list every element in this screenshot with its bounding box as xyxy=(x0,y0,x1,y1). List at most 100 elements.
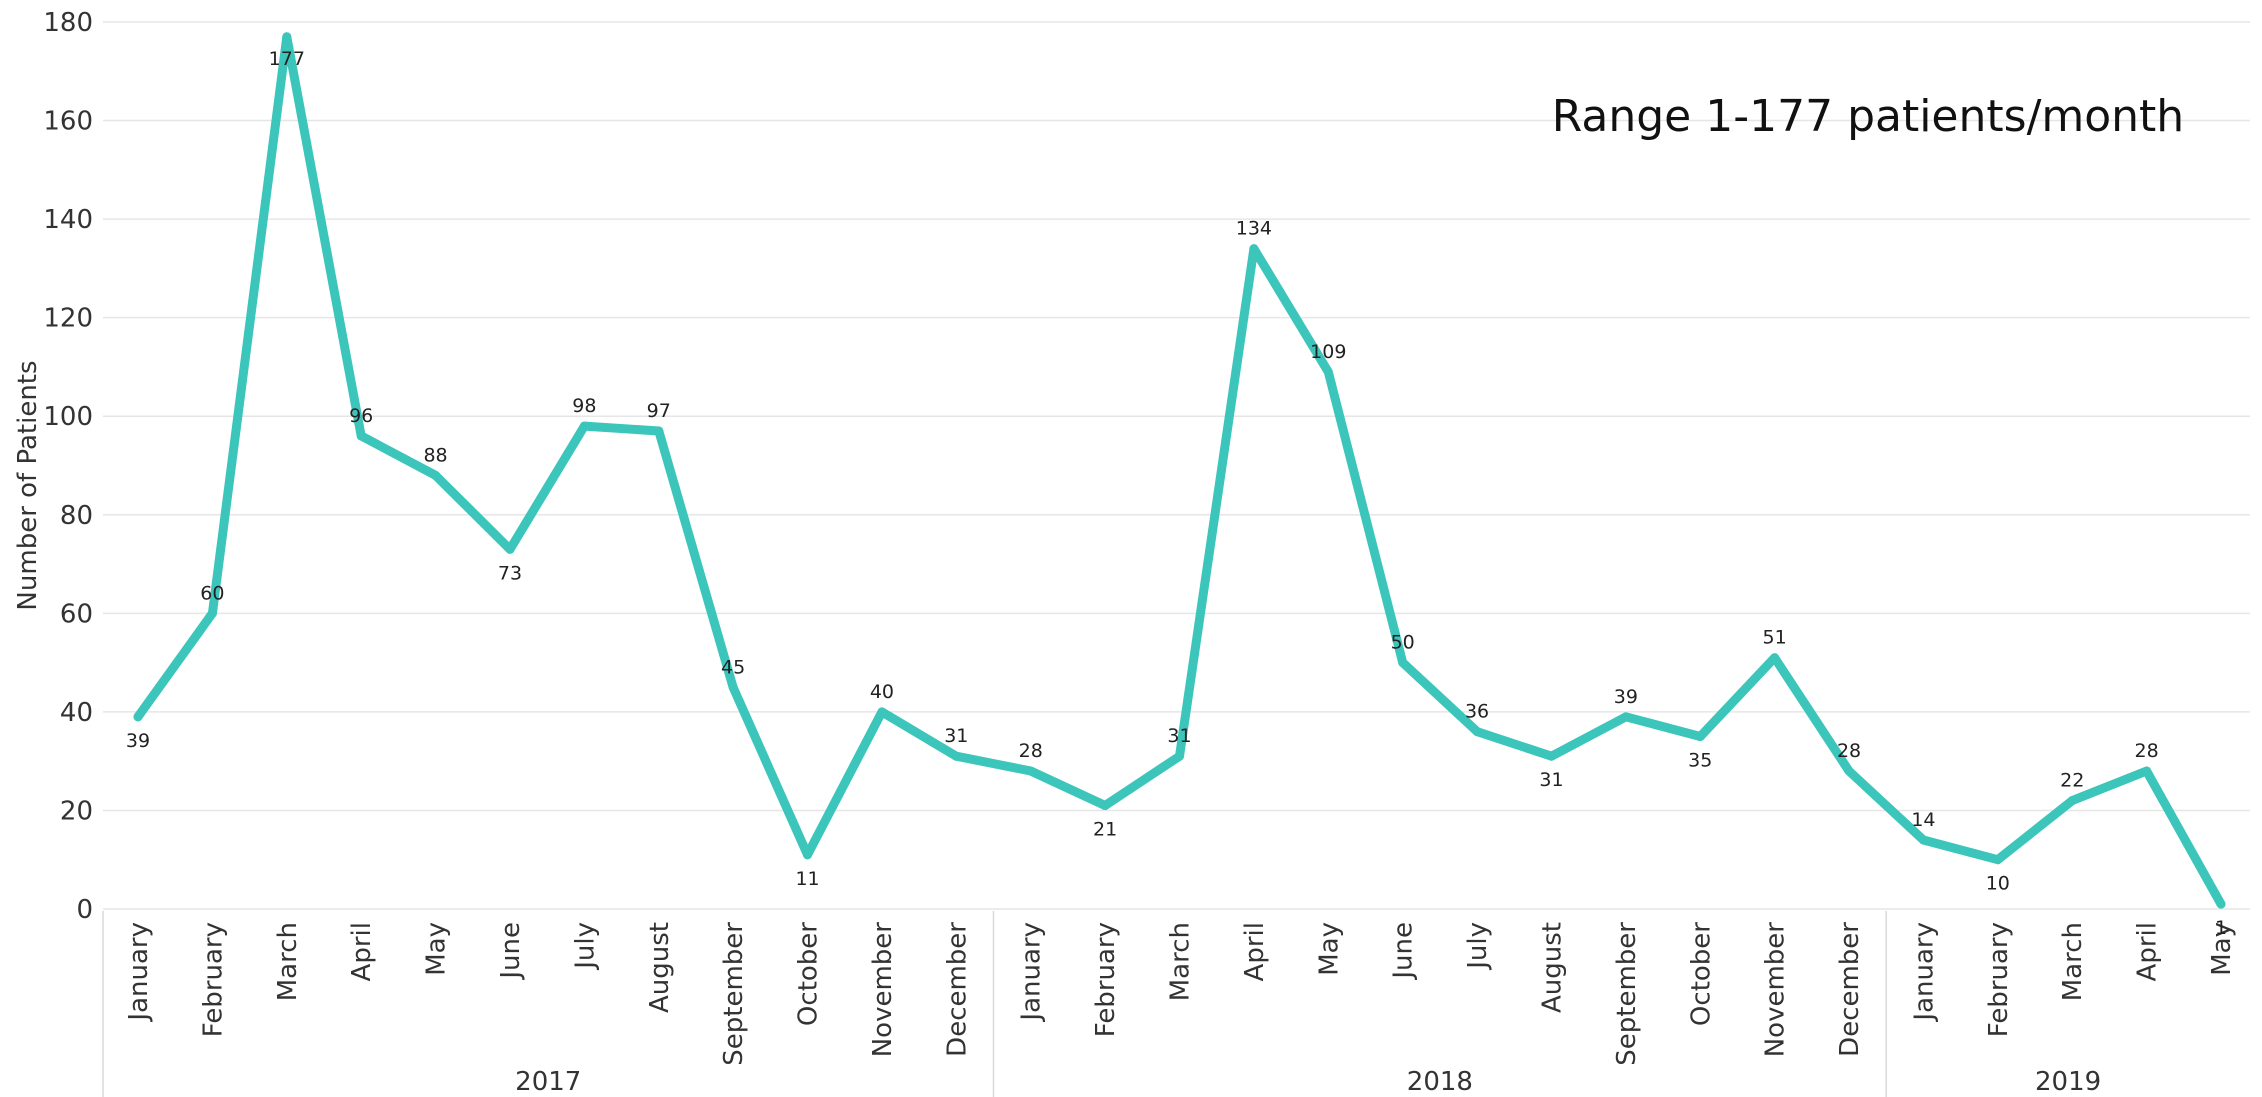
y-axis-title: Number of Patients xyxy=(13,360,43,610)
y-tick-label: 120 xyxy=(43,304,93,334)
y-tick-label: 180 xyxy=(43,8,93,38)
data-point xyxy=(1398,658,1408,668)
data-label: 134 xyxy=(1236,218,1272,240)
data-label: 97 xyxy=(647,400,671,422)
data-label: 88 xyxy=(423,444,447,466)
data-point xyxy=(505,544,515,554)
data-point xyxy=(431,470,441,480)
data-point xyxy=(654,426,664,436)
data-point xyxy=(951,751,961,761)
data-point xyxy=(356,431,366,441)
data-label: 50 xyxy=(1391,632,1415,654)
range-annotation: Range 1-177 patients/month xyxy=(1552,91,2184,142)
data-label: 36 xyxy=(1465,701,1489,723)
y-tick-label: 20 xyxy=(60,796,93,826)
x-tick-label: March xyxy=(2058,922,2088,1001)
x-tick-label: December xyxy=(942,922,972,1057)
data-point xyxy=(133,712,143,722)
data-point xyxy=(1026,766,1036,776)
data-label: 28 xyxy=(1837,740,1861,762)
x-tick-label: August xyxy=(1537,922,1567,1013)
x-tick-label: October xyxy=(1686,922,1716,1026)
year-label: 2019 xyxy=(2035,1067,2101,1097)
x-tick-label: April xyxy=(2133,922,2163,981)
x-tick-label: May xyxy=(1314,922,1344,976)
data-point xyxy=(1695,732,1705,742)
x-tick-label: May xyxy=(422,922,452,976)
y-tick-label: 80 xyxy=(60,501,93,531)
data-label: 21 xyxy=(1093,819,1117,841)
x-tick-label: June xyxy=(496,922,526,981)
data-label: 35 xyxy=(1688,750,1712,772)
x-tick-label: August xyxy=(645,922,675,1013)
data-point xyxy=(1249,244,1259,254)
year-label: 2017 xyxy=(515,1067,581,1097)
data-point xyxy=(803,850,813,860)
data-point xyxy=(2216,899,2226,909)
x-tick-label: November xyxy=(1761,922,1791,1058)
y-tick-label: 0 xyxy=(76,895,93,925)
x-tick-label: February xyxy=(198,922,228,1037)
data-label: 96 xyxy=(349,405,373,427)
data-point xyxy=(1844,766,1854,776)
x-tick-label: September xyxy=(1612,922,1642,1066)
data-point xyxy=(1472,727,1482,737)
data-point xyxy=(1770,653,1780,663)
x-axis: January February March April May June July Augu… xyxy=(102,911,2237,1097)
x-tick-label: April xyxy=(347,922,377,981)
data-point xyxy=(207,608,217,618)
data-point xyxy=(728,682,738,692)
gridlines xyxy=(103,21,2250,910)
data-label: 11 xyxy=(795,868,819,890)
data-label: 109 xyxy=(1310,341,1346,363)
y-tick-label: 40 xyxy=(60,698,93,728)
x-tick-label: October xyxy=(794,922,824,1026)
x-tick-label: May xyxy=(2207,922,2237,976)
data-labels: 39 60 177 96 88 73 98 97 45 11 40 31 28 21 31 134 109 50 3… xyxy=(126,48,2227,939)
data-point xyxy=(2067,796,2077,806)
x-tick-label: November xyxy=(868,922,898,1058)
data-label: 1 xyxy=(2215,917,2227,939)
x-tick-label: January xyxy=(124,922,154,1023)
x-tick-label: June xyxy=(1389,922,1419,981)
data-point xyxy=(1175,751,1184,761)
x-tick-label: April xyxy=(1240,922,1270,981)
data-point xyxy=(282,32,292,42)
data-label: 31 xyxy=(1539,769,1563,791)
data-label: 28 xyxy=(2135,740,2159,762)
x-tick-label: February xyxy=(1984,922,2014,1037)
data-point xyxy=(1323,367,1333,377)
data-point xyxy=(1993,855,2003,865)
x-tick-label: September xyxy=(719,922,749,1066)
x-tick-label: January xyxy=(1909,922,1939,1023)
series xyxy=(133,32,2226,909)
data-label: 73 xyxy=(498,562,522,584)
y-tick-label: 100 xyxy=(43,402,93,432)
data-label: 39 xyxy=(126,730,150,752)
data-label: 10 xyxy=(1986,873,2010,895)
data-label: 98 xyxy=(572,395,596,417)
data-point xyxy=(2142,766,2152,776)
data-label: 45 xyxy=(721,656,745,678)
x-tick-label: July xyxy=(570,922,600,971)
x-tick-label: March xyxy=(1166,922,1196,1001)
y-tick-label: 140 xyxy=(43,205,93,235)
data-label: 31 xyxy=(1167,725,1191,747)
data-point xyxy=(1621,712,1631,722)
series-line xyxy=(133,32,2226,909)
data-label: 177 xyxy=(269,48,305,70)
data-label: 51 xyxy=(1763,627,1787,649)
data-point xyxy=(877,707,887,717)
data-point xyxy=(579,421,589,431)
data-label: 60 xyxy=(200,582,224,604)
y-tick-label: 160 xyxy=(43,107,93,137)
year-label: 2018 xyxy=(1407,1067,1473,1097)
data-point xyxy=(1100,801,1110,811)
data-point xyxy=(1546,751,1556,761)
data-label: 31 xyxy=(944,725,968,747)
y-axis: 0 20 40 60 80 100 120 140 160 180 xyxy=(43,8,93,925)
data-point xyxy=(1918,835,1928,845)
y-tick-label: 60 xyxy=(60,599,93,629)
data-label: 39 xyxy=(1614,686,1638,708)
